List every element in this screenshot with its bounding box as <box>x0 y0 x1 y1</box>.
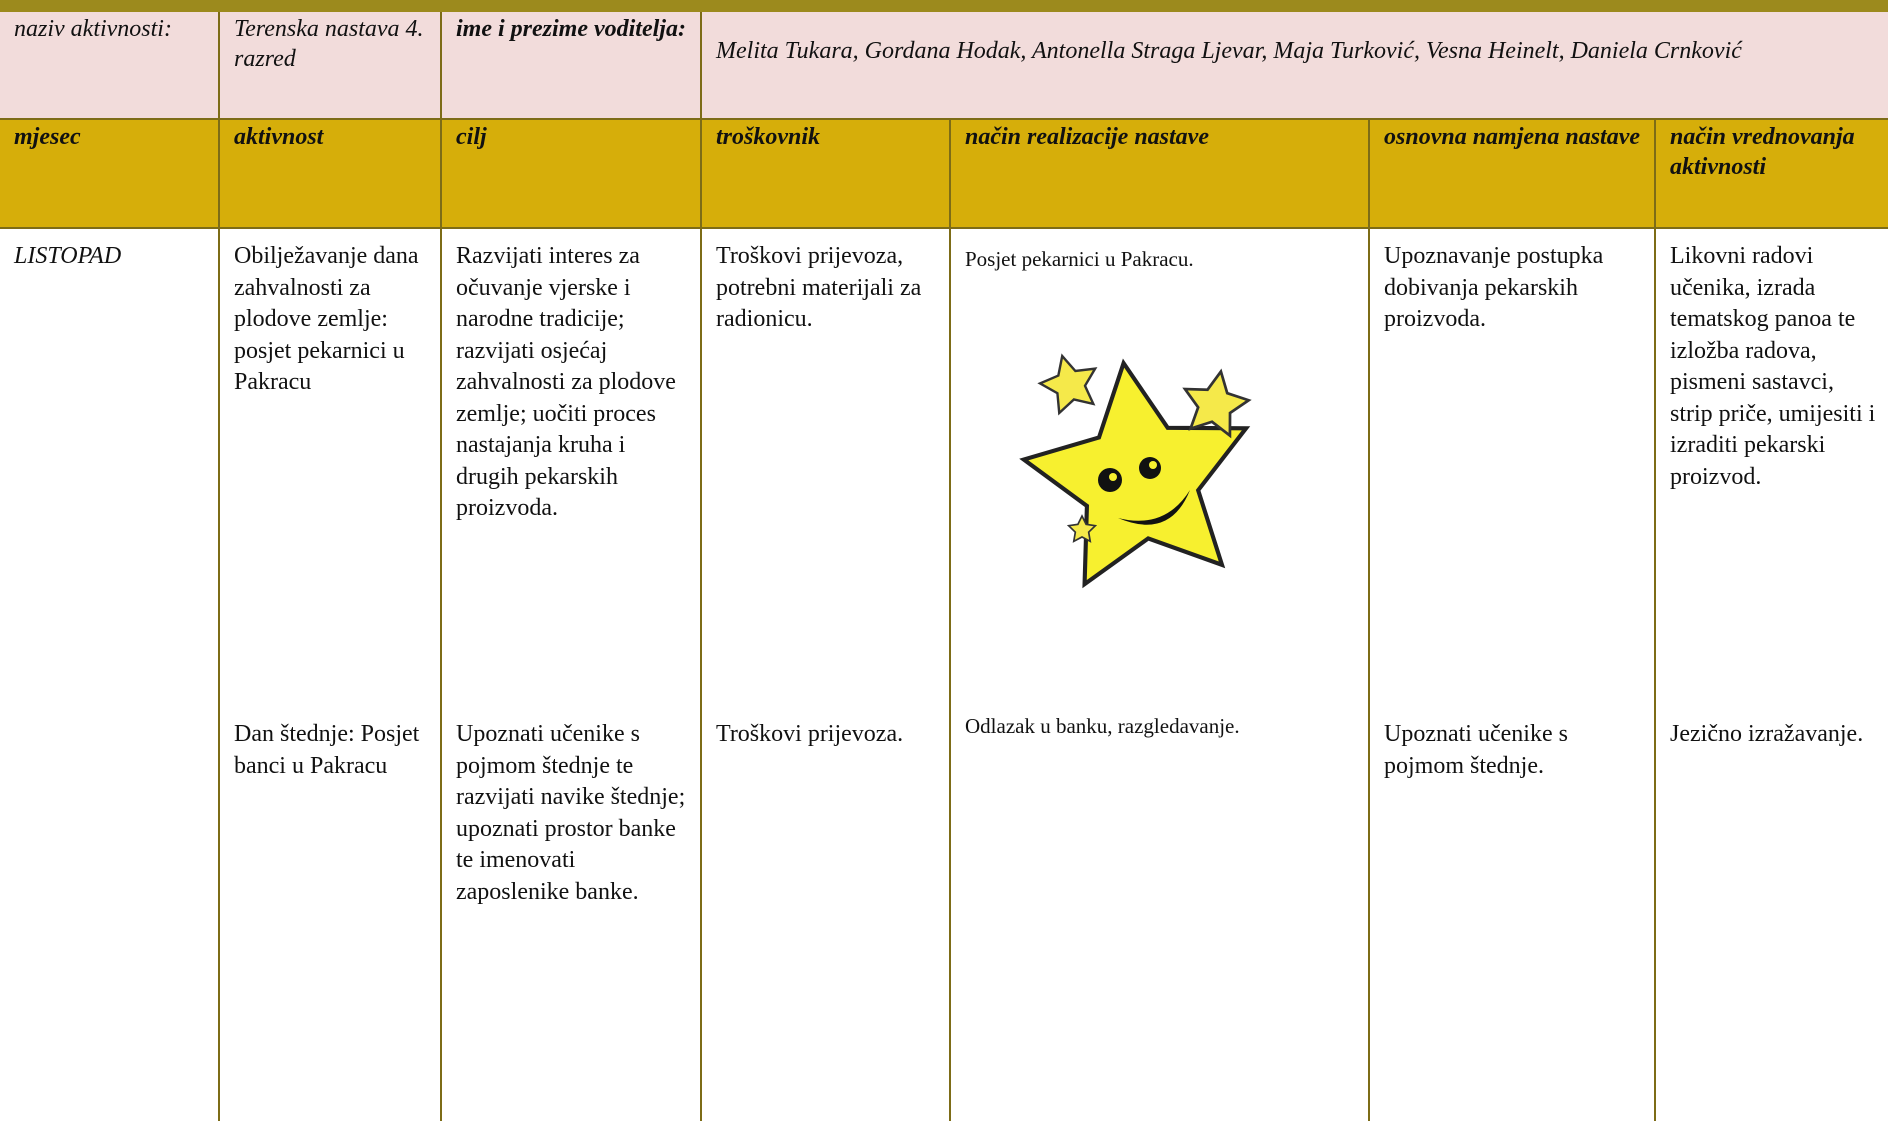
cell-text: Odlazak u banku, razgledavanje. <box>965 714 1240 738</box>
cell-text: Upoznavanje postupka dobivanja pekarskih… <box>1384 243 1604 332</box>
cell-text: Razvijati interes za očuvanje vjerske i … <box>456 243 676 521</box>
cell-text: Upoznati učenike s pojmom štednje te raz… <box>456 721 686 905</box>
column-header: aktivnost <box>220 120 442 229</box>
top-band <box>0 0 1888 12</box>
cell-text: Dan štednje: Posjet banci u Pakracu <box>234 721 420 779</box>
table-cell <box>0 229 220 1121</box>
star-illustration <box>1000 340 1300 620</box>
cell-text: Troškovi prijevoza, potrebni materijali … <box>716 243 922 332</box>
table-cell <box>220 229 442 1121</box>
info-label: naziv aktivnosti: <box>0 12 220 120</box>
info-label: ime i prezime voditelja: <box>442 12 702 120</box>
cell-text: Obilježavanje dana zahvalnosti za plodov… <box>234 243 419 395</box>
column-header: način vrednovanja aktivnosti <box>1656 120 1888 229</box>
month: LISTOPAD <box>14 243 122 269</box>
info-value: Melita Tukara, Gordana Hodak, Antonella … <box>702 12 1888 120</box>
table-cell <box>442 229 702 1121</box>
cell-text: Troškovi prijevoza. <box>716 721 904 747</box>
column-header: način realizacije nastave <box>951 120 1370 229</box>
table-cell <box>951 229 1370 1121</box>
cell-text: Jezično izražavanje. <box>1670 721 1864 747</box>
column-header: cilj <box>442 120 702 229</box>
table-cell <box>1370 229 1656 1121</box>
table-cell <box>702 229 951 1121</box>
column-header: mjesec <box>0 120 220 229</box>
info-value: Terenska nastava 4. razred <box>220 12 442 120</box>
cell-text: Upoznati učenike s pojmom štednje. <box>1384 721 1568 779</box>
column-header: osnovna namjena nastave <box>1370 120 1656 229</box>
cell-text: Likovni radovi učenika, izrada tematskog… <box>1670 243 1876 490</box>
cell-text: Posjet pekarnici u Pakracu. <box>965 247 1194 271</box>
column-header: troškovnik <box>702 120 951 229</box>
